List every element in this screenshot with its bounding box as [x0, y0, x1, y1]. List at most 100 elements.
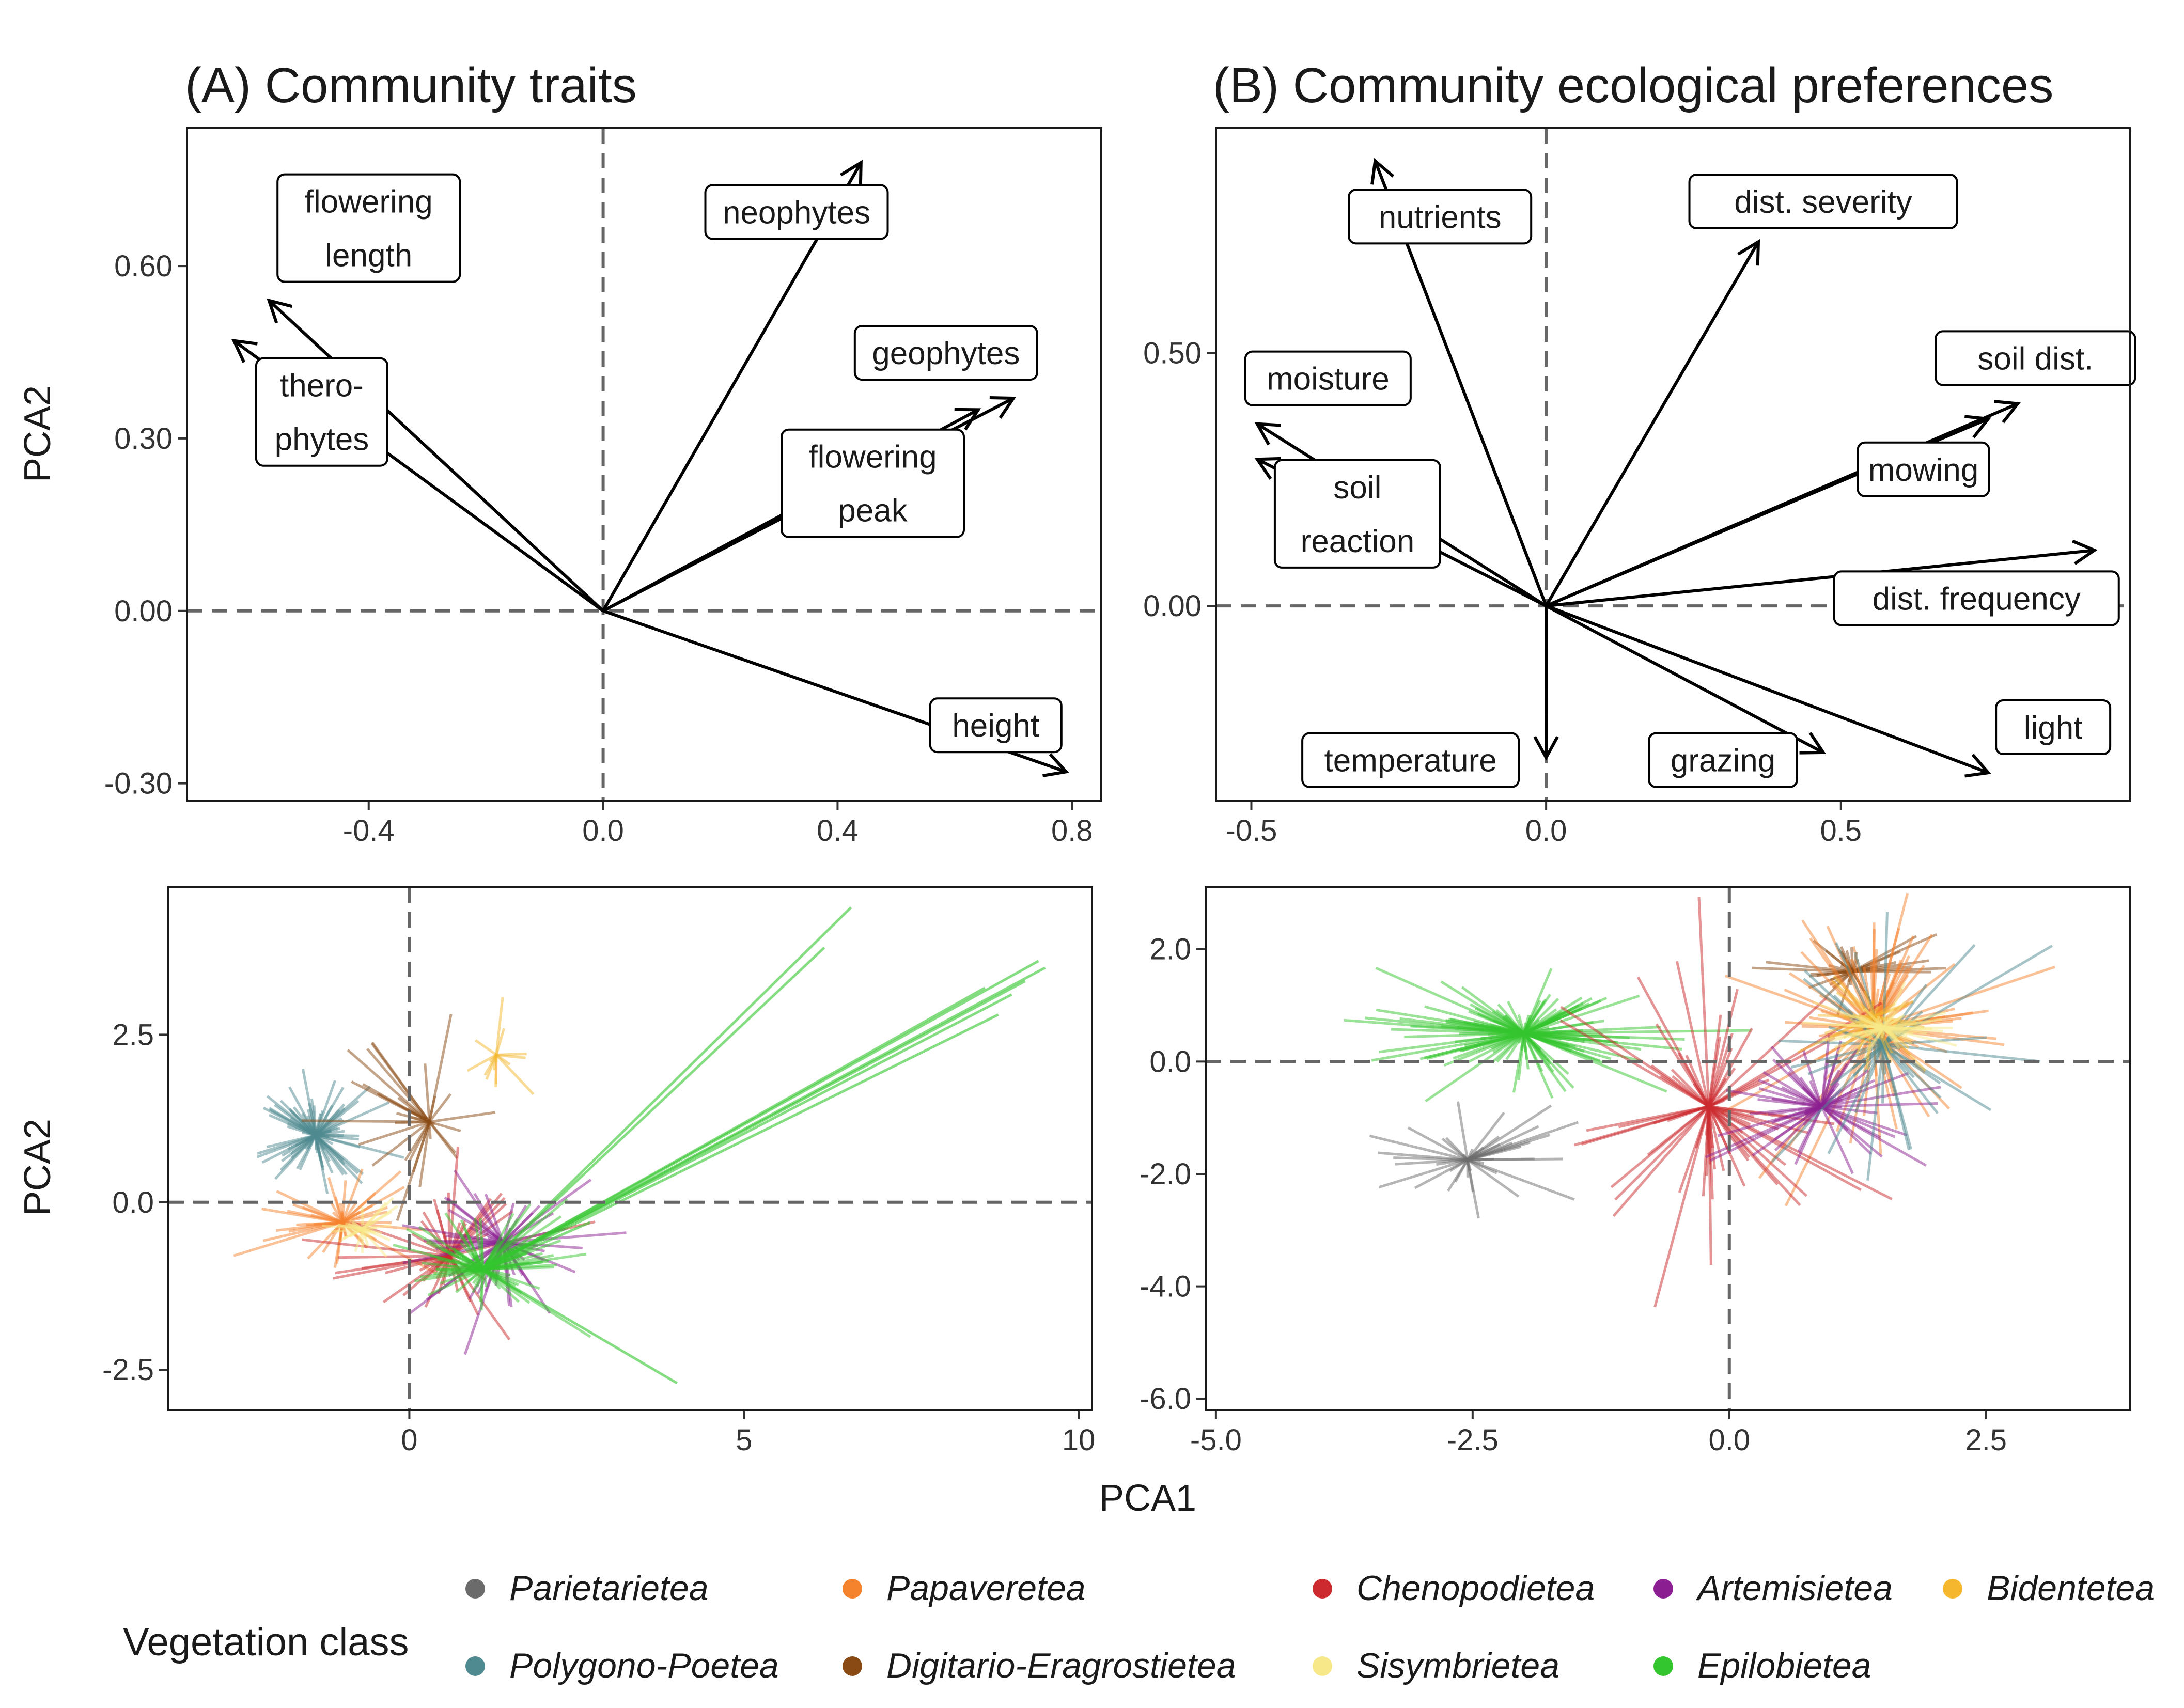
vector-label-text: phytes — [275, 422, 369, 458]
spider-segment — [1523, 1021, 1594, 1035]
spider-segment — [1647, 1105, 1710, 1156]
legend-label: Artemisietea — [1695, 1569, 1893, 1608]
spider-segment — [1697, 897, 1710, 1107]
spider-segment — [1820, 1106, 1854, 1174]
x-tick-label: 0 — [401, 1423, 417, 1457]
legend-label: Digitario-Eragrostietea — [886, 1646, 1236, 1685]
x-tick-label: 0.0 — [582, 814, 624, 848]
spider-segment — [428, 1121, 458, 1159]
spider-segment — [1393, 1156, 1468, 1162]
x-tick-label: 0.8 — [1051, 814, 1093, 848]
spider-segment — [341, 1168, 364, 1223]
spider-segment — [341, 1192, 377, 1224]
panel-border — [1215, 127, 2131, 802]
spider-segment — [1496, 1032, 1525, 1063]
spider-segment — [1872, 1002, 1896, 1018]
spider-segment — [480, 1237, 485, 1270]
spider-segment — [1467, 1158, 1575, 1201]
vector-label-text: peak — [838, 493, 908, 529]
spider-segment — [1675, 961, 1710, 1107]
spider-segment — [371, 1041, 431, 1123]
spider-segment — [1456, 1101, 1469, 1161]
spider-segment — [1707, 1106, 1725, 1171]
vector-flowering-length — [268, 299, 604, 612]
spider-segment — [1523, 1011, 1563, 1035]
spider-segment — [1771, 1043, 1884, 1163]
vector-label-box — [255, 357, 388, 467]
x-tick-label: -0.5 — [1226, 814, 1277, 848]
spider-segment — [1523, 1032, 1551, 1065]
legend-label: Epilobietea — [1697, 1646, 1871, 1685]
spider-layer — [1344, 892, 2055, 1308]
spider-segment — [1821, 1105, 1881, 1139]
spider-segment — [1447, 1159, 1469, 1192]
spider-segment — [481, 1269, 488, 1287]
vector-label-box — [1935, 330, 2136, 386]
spider-segment — [1467, 1158, 1520, 1198]
panel-title-a: (A) Community traits — [185, 58, 637, 113]
spider-segment — [314, 1135, 325, 1170]
x-axis-title-bottom: PCA1 — [1099, 1478, 1196, 1519]
spider-segment — [331, 1228, 363, 1233]
vector-label-box — [781, 428, 965, 538]
spider-segment — [335, 1255, 450, 1275]
spider-segment — [495, 1054, 511, 1065]
group-bidentetea — [466, 997, 535, 1095]
vector-label-box — [1244, 350, 1412, 406]
spider-segment — [479, 1269, 485, 1302]
vector-label-text: geophytes — [872, 336, 1020, 371]
spider-segment — [1414, 1158, 1469, 1189]
spider-segment — [495, 997, 504, 1055]
vector-label-text: grazing — [1671, 743, 1775, 779]
spider-segment — [496, 1053, 526, 1059]
spider-segment — [361, 1197, 394, 1230]
group-epilobietea — [1344, 966, 1752, 1103]
vector-grazing — [1545, 604, 1824, 754]
vector-label-box — [1348, 189, 1533, 245]
spider-segment — [472, 1268, 485, 1293]
spider-segment — [1407, 1126, 1469, 1161]
spider-segment — [1878, 1041, 1884, 1046]
spider-segment — [429, 1254, 483, 1271]
vector-label-text: thero- — [280, 368, 364, 404]
spider-segment — [482, 1266, 554, 1271]
x-tick-label: -0.4 — [343, 814, 395, 848]
x-tick-label: 0.0 — [1525, 814, 1567, 848]
vector-label-box — [1857, 441, 1990, 497]
panel-a-top: -0.4 0.0 0.4 0.8 -0.30 0.00 0.30 0.60 flowering l… — [104, 127, 1102, 848]
spider-segment — [466, 1268, 484, 1283]
spider-segment — [1827, 1044, 1885, 1154]
vector-label-box — [853, 325, 1038, 381]
legend-swatch — [465, 1656, 485, 1676]
spider-segment — [1477, 1012, 1525, 1035]
vector-label-box — [1301, 732, 1520, 788]
spider-segment — [1830, 1043, 1884, 1087]
spider-segment — [482, 1013, 999, 1271]
spider-segment — [1707, 1047, 1733, 1107]
group-epilobietea-outliers — [482, 906, 1046, 1385]
spider-segment — [1852, 933, 1938, 973]
y-tick-label: -0.30 — [104, 767, 173, 801]
spider-segment — [1852, 965, 1911, 973]
vector-label: dist. severity — [1688, 173, 1958, 229]
spider-segment — [361, 1228, 388, 1258]
y-tick-label: 0.60 — [114, 249, 173, 283]
y-tick-label: 2.5 — [112, 1018, 154, 1052]
legend: Vegetation class Parietarietea Polygono-P… — [123, 1569, 2155, 1685]
legend-swatch — [465, 1579, 485, 1599]
y-tick-label: 0.00 — [1143, 589, 1202, 623]
legend-swatch — [843, 1579, 862, 1599]
legend-swatch — [1943, 1579, 1962, 1599]
spider-segment — [448, 1222, 461, 1257]
vector-arrowhead — [2071, 539, 2098, 565]
spider-segment — [358, 1120, 430, 1146]
legend-title: Vegetation class — [123, 1620, 409, 1664]
vector-arrowhead — [1964, 415, 1991, 438]
group-polygono-poetea — [256, 1069, 404, 1195]
panel-b-top: -0.5 0.0 0.5 0.00 0.50 nutrients dist. severit… — [1143, 127, 2136, 848]
group-parietarietea — [1369, 1101, 1579, 1219]
vector-light — [1546, 604, 1989, 774]
spider-segment — [1870, 1000, 1875, 1017]
vector-label: nutrients — [1348, 189, 1533, 245]
spider-segment — [395, 1120, 430, 1124]
